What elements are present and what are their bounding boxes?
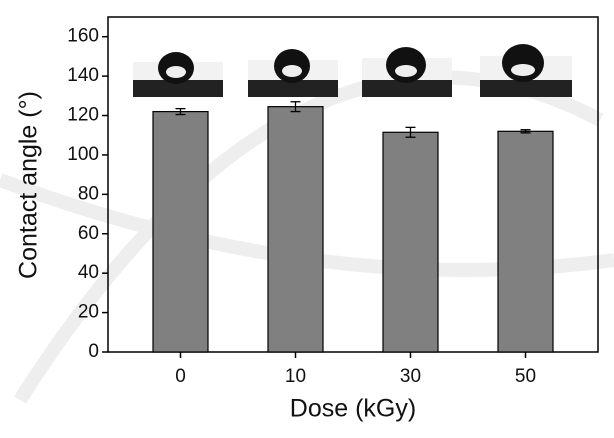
x-tick-label: 10 (285, 366, 306, 387)
bar (497, 130, 554, 353)
droplet-images (133, 44, 572, 97)
droplet-image (248, 49, 338, 97)
y-tick-label: 100 (67, 144, 99, 165)
droplet-image (480, 44, 572, 97)
y-tick-label: 40 (78, 262, 99, 283)
y-tick-label: 60 (78, 223, 99, 244)
error-bar (290, 101, 301, 113)
droplet-image (133, 52, 223, 97)
y-tick-label: 120 (67, 105, 99, 126)
y-tick-label: 80 (78, 183, 99, 204)
x-axis-title: Dose (kGy) (290, 395, 416, 423)
y-tick-label: 20 (78, 302, 99, 323)
x-tick-label: 50 (515, 366, 536, 387)
y-axis-title: Contact angle (°) (15, 91, 43, 279)
bar (382, 131, 439, 353)
error-bar (405, 126, 416, 138)
y-tick-label: 160 (67, 26, 99, 47)
droplet-image (362, 47, 452, 97)
y-tick-label: 0 (88, 341, 99, 362)
error-bar (175, 107, 186, 116)
bar (267, 106, 324, 353)
y-tick-label: 140 (67, 65, 99, 86)
x-tick-label: 30 (400, 366, 421, 387)
bar (152, 110, 209, 353)
error-bar (520, 129, 531, 134)
plot-frame (107, 16, 599, 353)
x-tick-label: 0 (175, 366, 186, 387)
